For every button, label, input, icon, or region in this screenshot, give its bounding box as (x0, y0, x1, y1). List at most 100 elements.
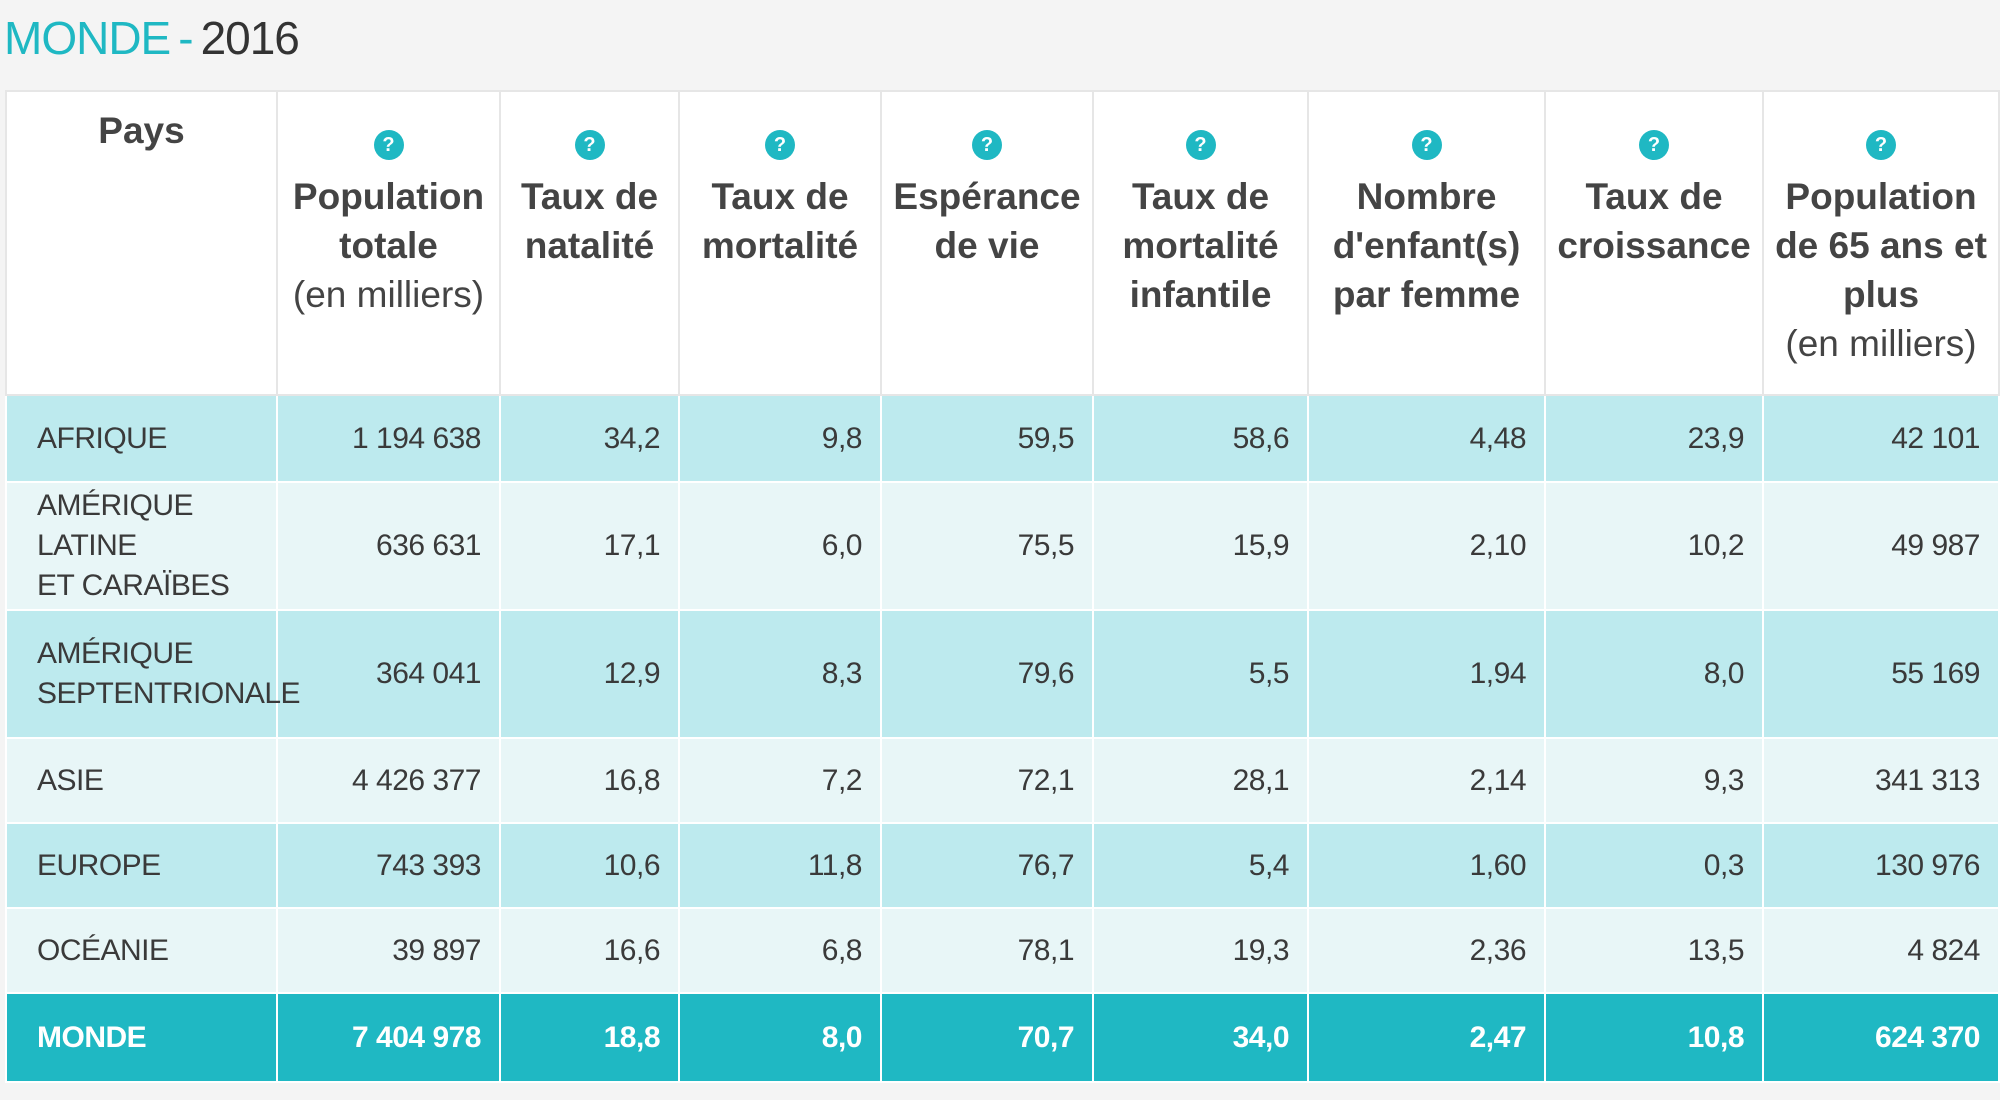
table-row: AFRIQUE 1 194 638 34,2 9,8 59,5 58,6 4,48 23,9 4… (5, 394, 2000, 483)
cell: 16,8 (499, 737, 680, 824)
data-table: Pays? Population totale (en milliers)? Taux … (5, 90, 2000, 1083)
header-sub: (en milliers) (1785, 323, 1977, 364)
cell: 624 370 (1762, 992, 2000, 1083)
separator: - (178, 12, 193, 64)
header-line: par femme (1332, 274, 1521, 315)
cell: 19,3 (1092, 907, 1309, 994)
row-name: MONDE (5, 992, 278, 1083)
title: MONDE (4, 12, 171, 64)
cell: 636 631 (276, 481, 501, 611)
table-body: AFRIQUE 1 194 638 34,2 9,8 59,5 58,6 4,48 23,9 4… (5, 394, 2000, 1083)
cell: 10,6 (499, 822, 680, 909)
name-line: ET CARAÏBES (37, 569, 230, 602)
help-icon[interactable]: ? (972, 130, 1002, 160)
help-icon[interactable]: ? (373, 130, 404, 160)
cell: 70,7 (880, 992, 1094, 1083)
cell: 743 393 (276, 822, 501, 909)
header-line: d'enfant(s) (1332, 225, 1521, 266)
cell: 58,6 (1092, 394, 1309, 483)
header-row: Pays? Population totale (en milliers)? Taux … (5, 90, 2000, 396)
name-line: ASIE (37, 763, 104, 797)
cell: 10,8 (1544, 992, 1764, 1083)
cell: 42 101 (1762, 394, 2000, 483)
help-icon[interactable]: ? (1639, 130, 1669, 160)
cell: 72,1 (880, 737, 1094, 824)
cell: 18,8 (499, 992, 680, 1083)
cell: 2,47 (1307, 992, 1546, 1083)
cell: 4 824 (1762, 907, 2000, 994)
cell: 79,6 (880, 609, 1094, 739)
header-line: natalité (524, 225, 655, 266)
cell: 9,3 (1544, 737, 1764, 824)
help-icon[interactable]: ? (1411, 130, 1442, 160)
year: 2016 (200, 12, 300, 64)
header-line: Taux de (520, 176, 659, 217)
cell: 1,94 (1307, 609, 1546, 739)
help-icon[interactable]: ? (765, 130, 795, 160)
cell: 9,8 (678, 394, 882, 483)
cell: 10,2 (1544, 481, 1764, 611)
cell: 34,2 (499, 394, 680, 483)
header-line: croissance (1557, 225, 1751, 266)
cell: 28,1 (1092, 737, 1309, 824)
cell: 34,0 (1092, 992, 1309, 1083)
header-line: de vie (934, 225, 1040, 266)
header-line: Taux de (711, 176, 849, 217)
name-line: OCÉANIE (37, 933, 169, 967)
column-header: ? Nombre d'enfant(s) par femme (1307, 90, 1546, 396)
header-line: infantile (1129, 274, 1272, 315)
column-header: ? Population totale (en milliers) (276, 90, 501, 396)
cell: 364 041 (276, 609, 501, 739)
cell: 2,36 (1307, 907, 1546, 994)
table-row: MONDE 7 404 978 18,8 8,0 70,7 34,0 2,47 10,8 624… (5, 992, 2000, 1083)
column-header: ? Taux de mortalité (678, 90, 882, 396)
table-row: AMÉRIQUE LATINE ET CARAÏBES 636 631 17,1 6,0… (5, 481, 2000, 611)
header-line: Nombre (1356, 176, 1497, 217)
help-icon[interactable]: ? (1866, 130, 1896, 160)
name-line: SEPTENTRIONALE (37, 677, 301, 710)
cell: 16,6 (499, 907, 680, 994)
row-name: AMÉRIQUE LATINE ET CARAÏBES (5, 481, 278, 611)
header-line: Espérance (893, 176, 1081, 217)
cell: 5,4 (1092, 822, 1309, 909)
column-header: ? Espérance de vie (880, 90, 1094, 396)
cell: 1 194 638 (276, 394, 501, 483)
cell: 75,5 (880, 481, 1094, 611)
cell: 23,9 (1544, 394, 1764, 483)
column-header: Pays (5, 90, 278, 396)
cell: 341 313 (1762, 737, 2000, 824)
table-row: ASIE 4 426 377 16,8 7,2 72,1 28,1 2,14 9,3 341 3… (5, 737, 2000, 824)
name-line: MONDE (37, 1020, 147, 1054)
cell: 8,0 (678, 992, 882, 1083)
name-line: AMÉRIQUE (37, 637, 194, 670)
page-header: MONDE -2016 (4, 8, 300, 68)
name-line: AFRIQUE (37, 421, 167, 455)
cell: 11,8 (678, 822, 882, 909)
cell: 4,48 (1307, 394, 1546, 483)
cell: 78,1 (880, 907, 1094, 994)
cell: 6,0 (678, 481, 882, 611)
header-line: Pays (98, 110, 185, 151)
header-sub: (en milliers) (292, 274, 485, 315)
header-line: de 65 ans et (1775, 225, 1987, 266)
cell: 39 897 (276, 907, 501, 994)
help-icon[interactable]: ? (1185, 130, 1216, 160)
header-line: Population (1785, 176, 1977, 217)
cell: 7,2 (678, 737, 882, 824)
cell: 7 404 978 (276, 992, 501, 1083)
cell: 130 976 (1762, 822, 2000, 909)
cell: 1,60 (1307, 822, 1546, 909)
header-line: totale (339, 225, 438, 266)
name-line: AMÉRIQUE LATINE (37, 489, 194, 562)
cell: 2,14 (1307, 737, 1546, 824)
header-line: Taux de (1131, 176, 1270, 217)
cell: 8,0 (1544, 609, 1764, 739)
header-line: Population (292, 176, 485, 217)
header-line: plus (1842, 274, 1920, 315)
row-name: AMÉRIQUE SEPTENTRIONALE (5, 609, 301, 739)
cell: 4 426 377 (276, 737, 501, 824)
column-header: ? Population de 65 ans et plus (en milliers) (1762, 90, 2000, 396)
header-line: Taux de (1585, 176, 1723, 217)
help-icon[interactable]: ? (574, 130, 605, 160)
